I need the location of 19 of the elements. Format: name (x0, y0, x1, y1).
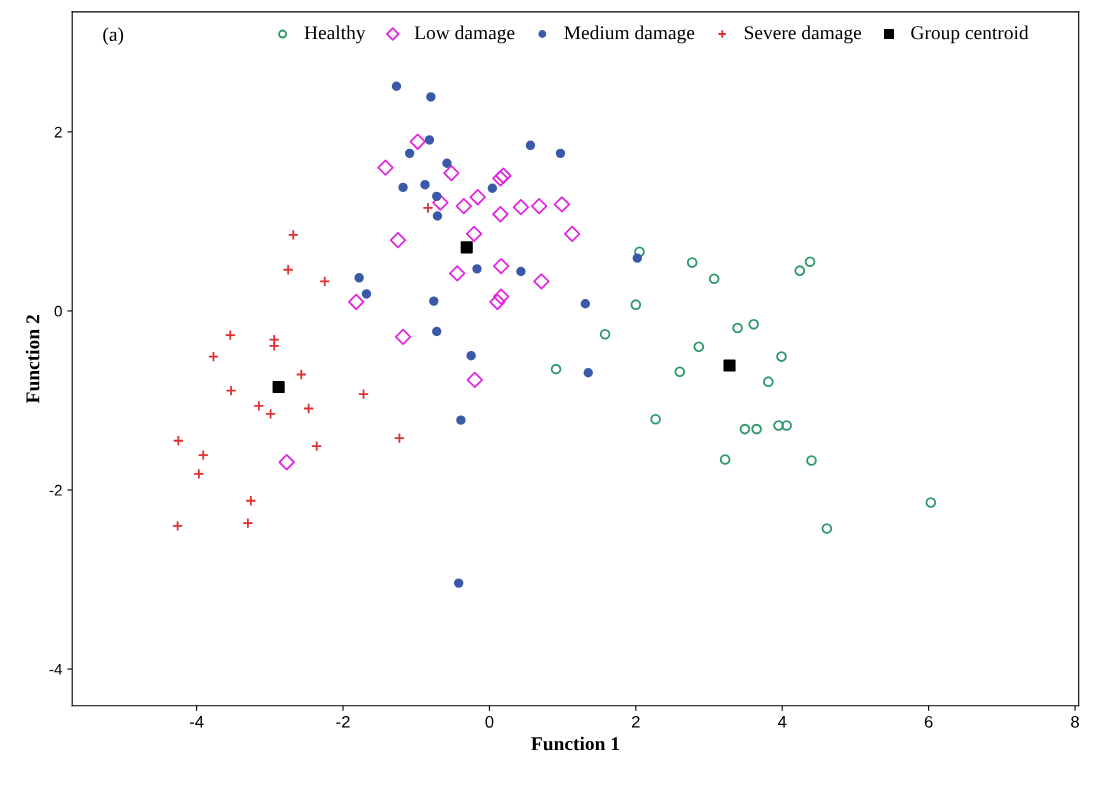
x-tick-label: -2 (336, 715, 350, 728)
y-tick-label: -2 (49, 484, 62, 496)
y-axis-title: Function 2 (25, 315, 40, 404)
x-tick-label: 8 (1071, 715, 1079, 728)
y-tick-label: 2 (54, 126, 62, 138)
legend-label: Medium damage (564, 25, 695, 44)
y-tick-label: 0 (54, 305, 62, 317)
x-tick-label: 0 (485, 715, 494, 728)
y-tick-label: -4 (49, 664, 63, 675)
x-tick-label: 2 (632, 715, 640, 728)
x-tick-label: -4 (189, 716, 204, 728)
x-tick-label: 4 (777, 716, 787, 728)
legend-label: Low damage (414, 25, 515, 44)
legend-label: Severe damage (744, 25, 862, 44)
x-axis-title: Function 1 (531, 736, 620, 751)
legend-label: Group centroid (911, 25, 1029, 44)
x-tick-label: 6 (924, 715, 933, 728)
legend-label: Healthy (304, 25, 366, 44)
annotation: (a) (103, 27, 124, 45)
